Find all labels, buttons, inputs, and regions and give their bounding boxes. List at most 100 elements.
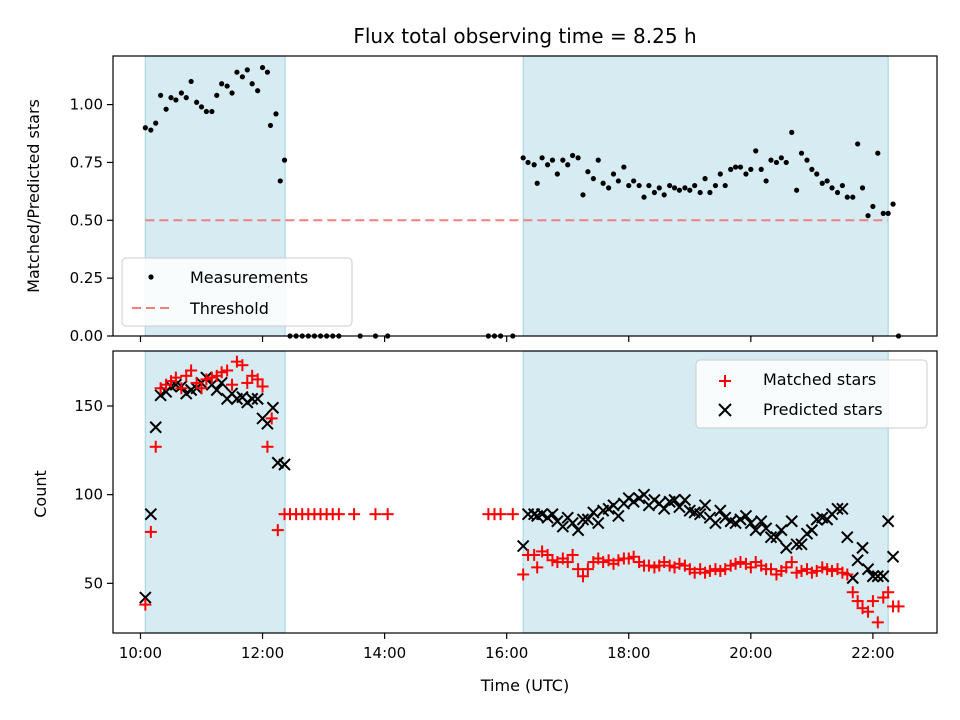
measurement-point-20	[244, 67, 250, 73]
predicted-point-73	[744, 516, 758, 530]
predicted-point-stroke	[861, 562, 875, 576]
measurement-point-59	[590, 176, 596, 182]
measurement-point-98	[789, 129, 795, 135]
predicted-point-39	[571, 523, 585, 537]
predicted-point-77	[764, 531, 778, 544]
predicted-point-stroke	[581, 513, 595, 526]
predicted-point-stroke	[149, 421, 162, 434]
predicted-point-stroke	[612, 509, 625, 523]
measurement-point-115	[875, 150, 881, 156]
predicted-point-stroke	[790, 538, 803, 551]
x-tick-label-2: 14:00	[363, 644, 406, 662]
matched-point-20	[241, 376, 254, 389]
predicted-point-74	[749, 523, 762, 537]
predicted-point-stroke	[871, 570, 885, 583]
measurement-point-117	[885, 210, 891, 216]
matched-point-44	[517, 568, 530, 581]
predicted-point-stroke	[795, 538, 808, 551]
measurement-point-111	[855, 141, 861, 147]
matched-point-9	[185, 364, 198, 377]
matched-point-75	[673, 557, 686, 570]
predicted-point-94	[851, 554, 864, 567]
matched-point-25	[265, 412, 278, 425]
predicted-point-stroke	[535, 507, 549, 521]
predicted-point-1	[144, 507, 158, 521]
predicted-point-41	[581, 513, 595, 526]
matched-point-43	[506, 508, 519, 521]
measurement-point-87	[732, 164, 739, 170]
predicted-point-stroke	[607, 499, 620, 512]
measurement-point-63	[610, 171, 617, 177]
predicted-point-stroke	[785, 515, 798, 528]
predicted-point-100	[881, 515, 895, 528]
predicted-point-97	[866, 570, 880, 583]
measurement-point-91	[753, 148, 759, 154]
legend-threshold-label: Threshold	[189, 299, 269, 318]
predicted-point-stroke	[592, 516, 605, 530]
measurement-point-101	[804, 157, 810, 163]
predicted-point-46	[607, 499, 620, 512]
predicted-point-63	[693, 507, 707, 521]
measurement-point-66	[626, 182, 632, 189]
predicted-point-stroke	[866, 570, 880, 583]
measurement-point-61	[600, 180, 606, 186]
matched-point-2	[149, 440, 162, 453]
predicted-point-stroke	[739, 509, 753, 523]
x-axis-label: Time (UTC)	[480, 676, 569, 695]
predicted-point-stroke	[836, 502, 849, 516]
matched-point-60	[597, 556, 610, 569]
matched-point-97	[785, 556, 798, 569]
measurement-point-70	[646, 182, 652, 189]
predicted-point-72	[739, 509, 753, 523]
predicted-point-91	[836, 502, 849, 516]
predicted-point-stroke	[709, 516, 722, 530]
predicted-point-47	[612, 509, 625, 523]
predicted-point-101	[886, 550, 900, 563]
predicted-point-79	[775, 523, 788, 537]
top-legend: Measurements Threshold	[121, 257, 353, 327]
measurement-point-11	[198, 104, 205, 110]
measurement-point-113	[865, 213, 871, 219]
legend-measurements-label: Measurements	[190, 268, 308, 287]
predicted-point-stroke	[688, 506, 701, 519]
predicted-point-71	[734, 513, 747, 526]
x-tick-label-5: 20:00	[729, 644, 772, 662]
predicted-point-stroke	[627, 495, 640, 508]
predicted-point-stroke	[637, 488, 651, 501]
matched-point-17	[226, 378, 239, 391]
measurement-point-16	[224, 83, 230, 89]
matched-point-0	[139, 598, 152, 611]
predicted-point-96	[861, 562, 875, 576]
measurement-point-90	[748, 166, 754, 172]
measurement-point-97	[783, 159, 789, 166]
predicted-point-stroke	[215, 376, 228, 390]
predicted-point-76	[759, 522, 773, 535]
measurement-point-3	[158, 92, 164, 98]
measurement-point-22	[255, 88, 261, 94]
legend-measurements-marker	[148, 274, 154, 280]
measurement-point-77	[682, 185, 688, 191]
predicted-point-32	[535, 507, 549, 521]
predicted-stars-series	[139, 371, 900, 604]
predicted-point-15	[215, 376, 228, 390]
measurement-point-74	[667, 182, 673, 189]
measurement-point-93	[763, 178, 769, 184]
matched-point-22	[251, 373, 264, 386]
predicted-point-stroke	[877, 570, 890, 583]
predicted-point-60	[678, 493, 692, 507]
measurements-series	[142, 64, 902, 339]
predicted-point-stroke	[266, 401, 280, 414]
predicted-point-14	[210, 383, 223, 397]
measurement-point-107	[834, 189, 841, 196]
predicted-point-80	[780, 541, 793, 555]
predicted-point-stroke	[734, 513, 747, 526]
predicted-point-stroke	[698, 499, 712, 512]
measurement-point-53	[560, 157, 566, 163]
measurement-point-94	[768, 157, 774, 163]
predicted-point-stroke	[683, 504, 697, 517]
top-x-tick-marks	[139, 336, 874, 342]
measurement-point-58	[585, 169, 591, 175]
predicted-point-42	[587, 506, 600, 519]
bottom-plot-frame	[112, 350, 938, 634]
